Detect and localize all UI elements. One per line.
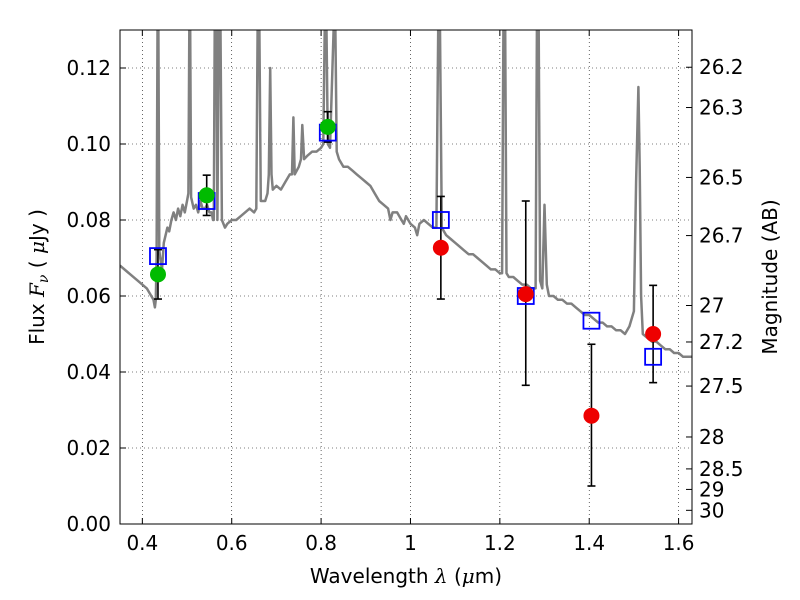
y2-tick-label: 26.7 xyxy=(699,224,744,248)
x-tick-label: 0.8 xyxy=(305,531,337,555)
data-point xyxy=(198,187,215,204)
x-tick-label: 0.6 xyxy=(216,531,248,555)
marker-layer xyxy=(149,110,663,487)
y-tick-label: 0.02 xyxy=(66,436,111,460)
model-square xyxy=(582,311,601,330)
y-axis-label: Flux Fν ( μJy ) xyxy=(25,209,52,345)
y2-tick-label: 26.3 xyxy=(699,96,744,120)
model-square xyxy=(644,347,663,366)
y2-tick-label: 29 xyxy=(699,477,724,501)
y-tick-label: 0.12 xyxy=(66,56,111,80)
x-tick-label: 1 xyxy=(404,531,417,555)
plot-area xyxy=(120,30,692,524)
y-tick-label: 0.00 xyxy=(66,512,111,536)
y2-tick-label: 30 xyxy=(699,498,724,522)
y2-tick-label: 27.5 xyxy=(699,374,744,398)
plot-frame xyxy=(119,29,693,525)
data-point xyxy=(149,266,166,283)
data-point xyxy=(319,118,336,135)
y-tick-label: 0.04 xyxy=(66,360,111,384)
spectrum-line xyxy=(120,30,692,359)
model-square xyxy=(431,211,450,229)
data-point xyxy=(583,407,600,424)
x-tick-label: 1.2 xyxy=(484,531,516,555)
tick-labels: 0.4 0.6 0.8 1 1.2 1.4 1.6 0.00 0.02 0.04 0.06 0.08 0… xyxy=(66,55,743,555)
y-tick-label: 0.06 xyxy=(66,284,111,308)
y2-axis-label: Magnitude (AB) xyxy=(758,199,782,354)
x-tick-label: 1.6 xyxy=(663,531,695,555)
model-square xyxy=(149,247,167,266)
data-point xyxy=(645,326,662,342)
data-layer xyxy=(120,30,692,359)
y-tick-label: 0.08 xyxy=(66,208,111,232)
data-point xyxy=(432,239,449,256)
y-tick-label: 0.10 xyxy=(66,132,111,156)
y2-tick-label: 26.2 xyxy=(699,55,744,79)
y2-tick-label: 27.2 xyxy=(699,330,744,354)
y2-tick-label: 28 xyxy=(699,425,724,449)
x-tick-label: 1.4 xyxy=(573,531,605,555)
y2-tick-label: 26.5 xyxy=(699,165,744,189)
ticks xyxy=(120,30,692,525)
x-tick-label: 0.4 xyxy=(126,531,158,555)
y2-tick-label: 27 xyxy=(699,294,724,318)
y2-tick-label: 28.5 xyxy=(699,457,744,481)
x-axis-label: Wavelength λ (μm) xyxy=(310,564,502,588)
data-point xyxy=(517,286,534,303)
